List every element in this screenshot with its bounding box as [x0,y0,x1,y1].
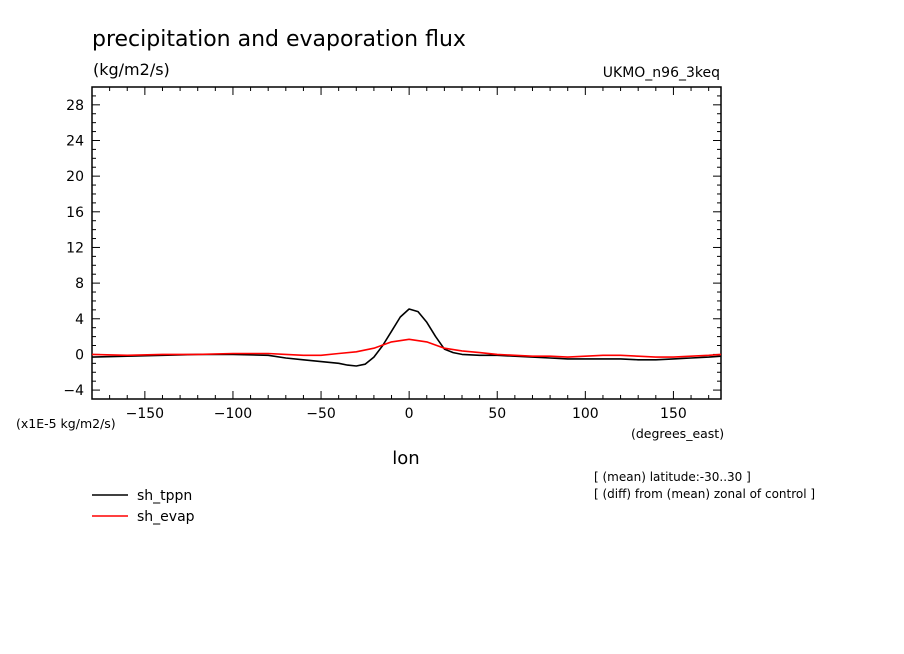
x-tick-label: 0 [405,406,414,422]
chart-title: precipitation and evaporation flux [92,27,466,52]
y-tick-label: −4 [63,383,84,399]
y-tick-label: 28 [66,98,84,114]
y-tick-label: 12 [66,240,84,256]
x-tick-label: 100 [572,406,599,422]
x-tick-label: −150 [126,406,164,422]
model-label: UKMO_n96_3keq [603,65,720,81]
y-tick-label: 8 [75,276,84,292]
legend-label-sh-evap: sh_evap [137,509,195,525]
y-axis-ticks: −4 0 4 8 12 16 20 24 28 [63,95,721,399]
x-tick-label: −50 [306,406,336,422]
x-axis-label: lon [392,448,419,469]
y-tick-label: 0 [75,347,84,363]
series-line-sh-tppn [91,308,722,367]
y-tick-label: 16 [66,205,84,221]
plot-frame [91,86,722,400]
x-tick-label: 50 [488,406,506,422]
y-tick-label: 24 [66,133,84,149]
plot-area: −150 −100 −50 0 50 100 150 −4 0 4 8 12 16 20 24 28 [63,86,722,422]
x-tick-label: −100 [214,406,252,422]
note-latitude: [ (mean) latitude:-30..30 ] [594,470,751,484]
x-axis-ticks: −150 −100 −50 0 50 100 150 [109,87,710,422]
x-tick-label: 150 [660,406,687,422]
note-diff: [ (diff) from (mean) zonal of control ] [594,487,815,501]
legend: sh_tppn sh_evap [92,488,195,525]
x-units-label: (degrees_east) [631,426,724,441]
series-group [91,308,722,367]
scale-label: (x1E-5 kg/m2/s) [16,416,116,431]
y-tick-label: 4 [75,312,84,328]
legend-label-sh-tppn: sh_tppn [137,488,192,504]
y-tick-label: 20 [66,169,84,185]
series-line-sh-evap [91,338,722,358]
units-label: (kg/m2/s) [93,60,170,79]
